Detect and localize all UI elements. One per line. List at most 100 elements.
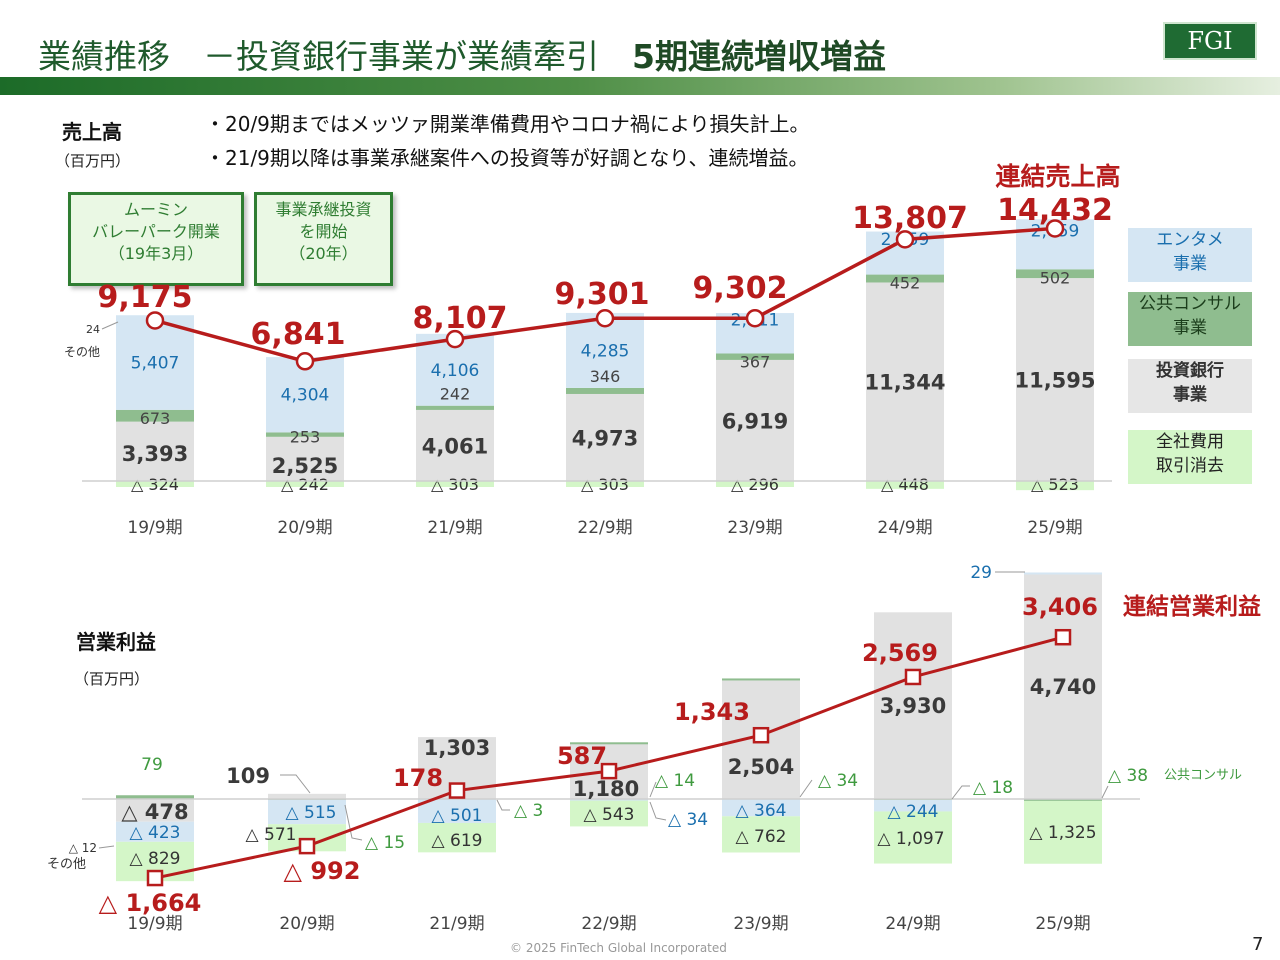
op-label-corporate: △ 619 [432, 831, 483, 851]
op-label-ib: 4,740 [1030, 675, 1096, 699]
op-bar-corporate [418, 822, 496, 853]
sales-bar-corporate [266, 481, 344, 487]
sales-x-tick: 24/9期 [877, 518, 932, 538]
op-public-leader [1101, 785, 1109, 799]
op-ib-leader [280, 774, 311, 794]
op-public-leader [951, 785, 970, 800]
op-total-label: 1,343 [674, 698, 750, 726]
op-total-marker [904, 668, 922, 686]
op-label-corporate: △ 1,097 [877, 829, 944, 849]
op-unit: （百万円） [74, 670, 150, 688]
sales-label-corporate: △ 448 [881, 475, 929, 494]
sales-bar-ib [566, 393, 644, 481]
legend-public: 公共コンサル 事業 [1128, 292, 1252, 346]
op-x-tick: 21/9期 [429, 914, 484, 934]
legend-corporate: 全社費用 取引消去 [1128, 430, 1252, 484]
sales-bar-ib [866, 282, 944, 481]
sales-bar-public [116, 409, 194, 422]
op-label-corporate: △ 829 [130, 849, 181, 869]
op-bar-entame [418, 799, 496, 823]
sales-bar-corporate [116, 481, 194, 487]
callout-moomin: ムーミン バレーパーク開業 （19年3月） [68, 192, 244, 286]
op-label-ib: 2,504 [728, 755, 794, 779]
sales-x-tick: 20/9期 [277, 518, 332, 538]
op-x-tick: 25/9期 [1035, 914, 1090, 934]
sales-label-ib: 3,393 [122, 442, 188, 466]
sales-bar-ib [416, 409, 494, 481]
sales-bar-corporate [866, 481, 944, 489]
company-logo: FGI [1163, 22, 1257, 60]
sales-label-ib: 6,919 [722, 409, 788, 433]
sales-label-public: 253 [290, 427, 321, 446]
note-line-2: ・21/9期以降は事業承継案件への投資等が好調となり、連続増益。 [205, 146, 809, 170]
sales-x-tick: 21/9期 [427, 518, 482, 538]
op-total-label: △ 1,664 [99, 889, 202, 917]
sales-label-corporate: △ 303 [431, 475, 479, 494]
op-x-tick: 23/9期 [733, 914, 788, 934]
op-bar-ib [874, 612, 952, 799]
op-label-public: △ 38 [1108, 766, 1148, 786]
sales-label-entame: 5,407 [131, 354, 180, 374]
op-label-other: △ 12 [69, 841, 97, 855]
op-total-label: 587 [557, 742, 607, 770]
sales-label-ib: 4,061 [422, 434, 488, 458]
op-label-entame: △ 34 [668, 810, 708, 830]
op-bar-public [722, 678, 800, 681]
title-emphasis: 5期連続増収増益 [632, 37, 886, 76]
op-public-leader [496, 799, 510, 811]
sales-total-series-label: 連結売上高 [995, 162, 1120, 191]
copyright: © 2025 FinTech Global Incorporated [510, 941, 727, 955]
op-x-tick: 20/9期 [279, 914, 334, 934]
op-total-label: △ 992 [284, 857, 361, 885]
sales-label-ib: 4,973 [572, 426, 638, 450]
sales-label-public: 242 [440, 385, 471, 404]
sales-bar-ib [266, 436, 344, 481]
page-title: 業績推移 －投資銀行事業が業績牽引 5期連続増収増益 [38, 30, 886, 78]
sales-bar-corporate [1016, 481, 1094, 491]
sales-label-entame: 4,106 [431, 361, 480, 381]
op-total-marker [146, 869, 164, 887]
sales-x-tick: 23/9期 [727, 518, 782, 538]
op-total-marker [1054, 628, 1072, 646]
sales-bar-ib [1016, 278, 1094, 481]
sales-label-public: 452 [890, 274, 921, 293]
sales-other-caption: その他 [64, 345, 100, 359]
sales-total-label: 6,841 [251, 317, 346, 352]
op-public-leader [799, 779, 813, 798]
sales-total-label: 9,302 [693, 271, 788, 306]
sales-label-ib: 11,595 [1014, 369, 1095, 393]
op-bar-public [1024, 799, 1102, 801]
op-bar-corporate [874, 811, 952, 864]
op-label-corporate: △ 543 [584, 805, 635, 825]
sales-label-public: 673 [140, 409, 171, 428]
sales-label-corporate: △ 242 [281, 475, 329, 494]
sales-label-corporate: △ 523 [1031, 475, 1079, 494]
op-bar-corporate [1024, 800, 1102, 864]
sales-total-marker [295, 352, 315, 371]
op-total-label: 3,406 [1022, 593, 1098, 621]
sales-label-entame: 4,304 [281, 386, 330, 406]
sales-bar-public [266, 432, 344, 437]
op-label-public: △ 18 [973, 778, 1013, 798]
op-public-caption: 公共コンサル [1164, 768, 1242, 783]
op-label-ib: 1,180 [573, 777, 639, 801]
op-bar-entame [570, 799, 648, 801]
sales-bar-public [866, 274, 944, 283]
op-other-leader [98, 845, 115, 849]
legend-entame: エンタメ 事業 [1128, 228, 1252, 282]
op-label-ib: 109 [226, 764, 270, 788]
sales-label-public: 502 [1040, 268, 1071, 287]
op-x-tick: 19/9期 [127, 914, 182, 934]
op-bar-entame [1024, 572, 1102, 575]
op-label-entame: △ 364 [736, 801, 787, 821]
op-total-label: 2,569 [862, 639, 938, 667]
sales-total-label: 9,175 [98, 280, 193, 315]
sales-bar-ib [716, 359, 794, 481]
op-label-entame: 29 [970, 563, 992, 583]
sales-label-corporate: △ 296 [731, 475, 779, 494]
op-section-title: 営業利益 [76, 630, 156, 654]
op-bar-public [570, 742, 648, 745]
op-other-caption: その他 [47, 857, 86, 872]
sales-label-ib: 11,344 [864, 371, 945, 395]
op-label-public: △ 34 [818, 771, 858, 791]
